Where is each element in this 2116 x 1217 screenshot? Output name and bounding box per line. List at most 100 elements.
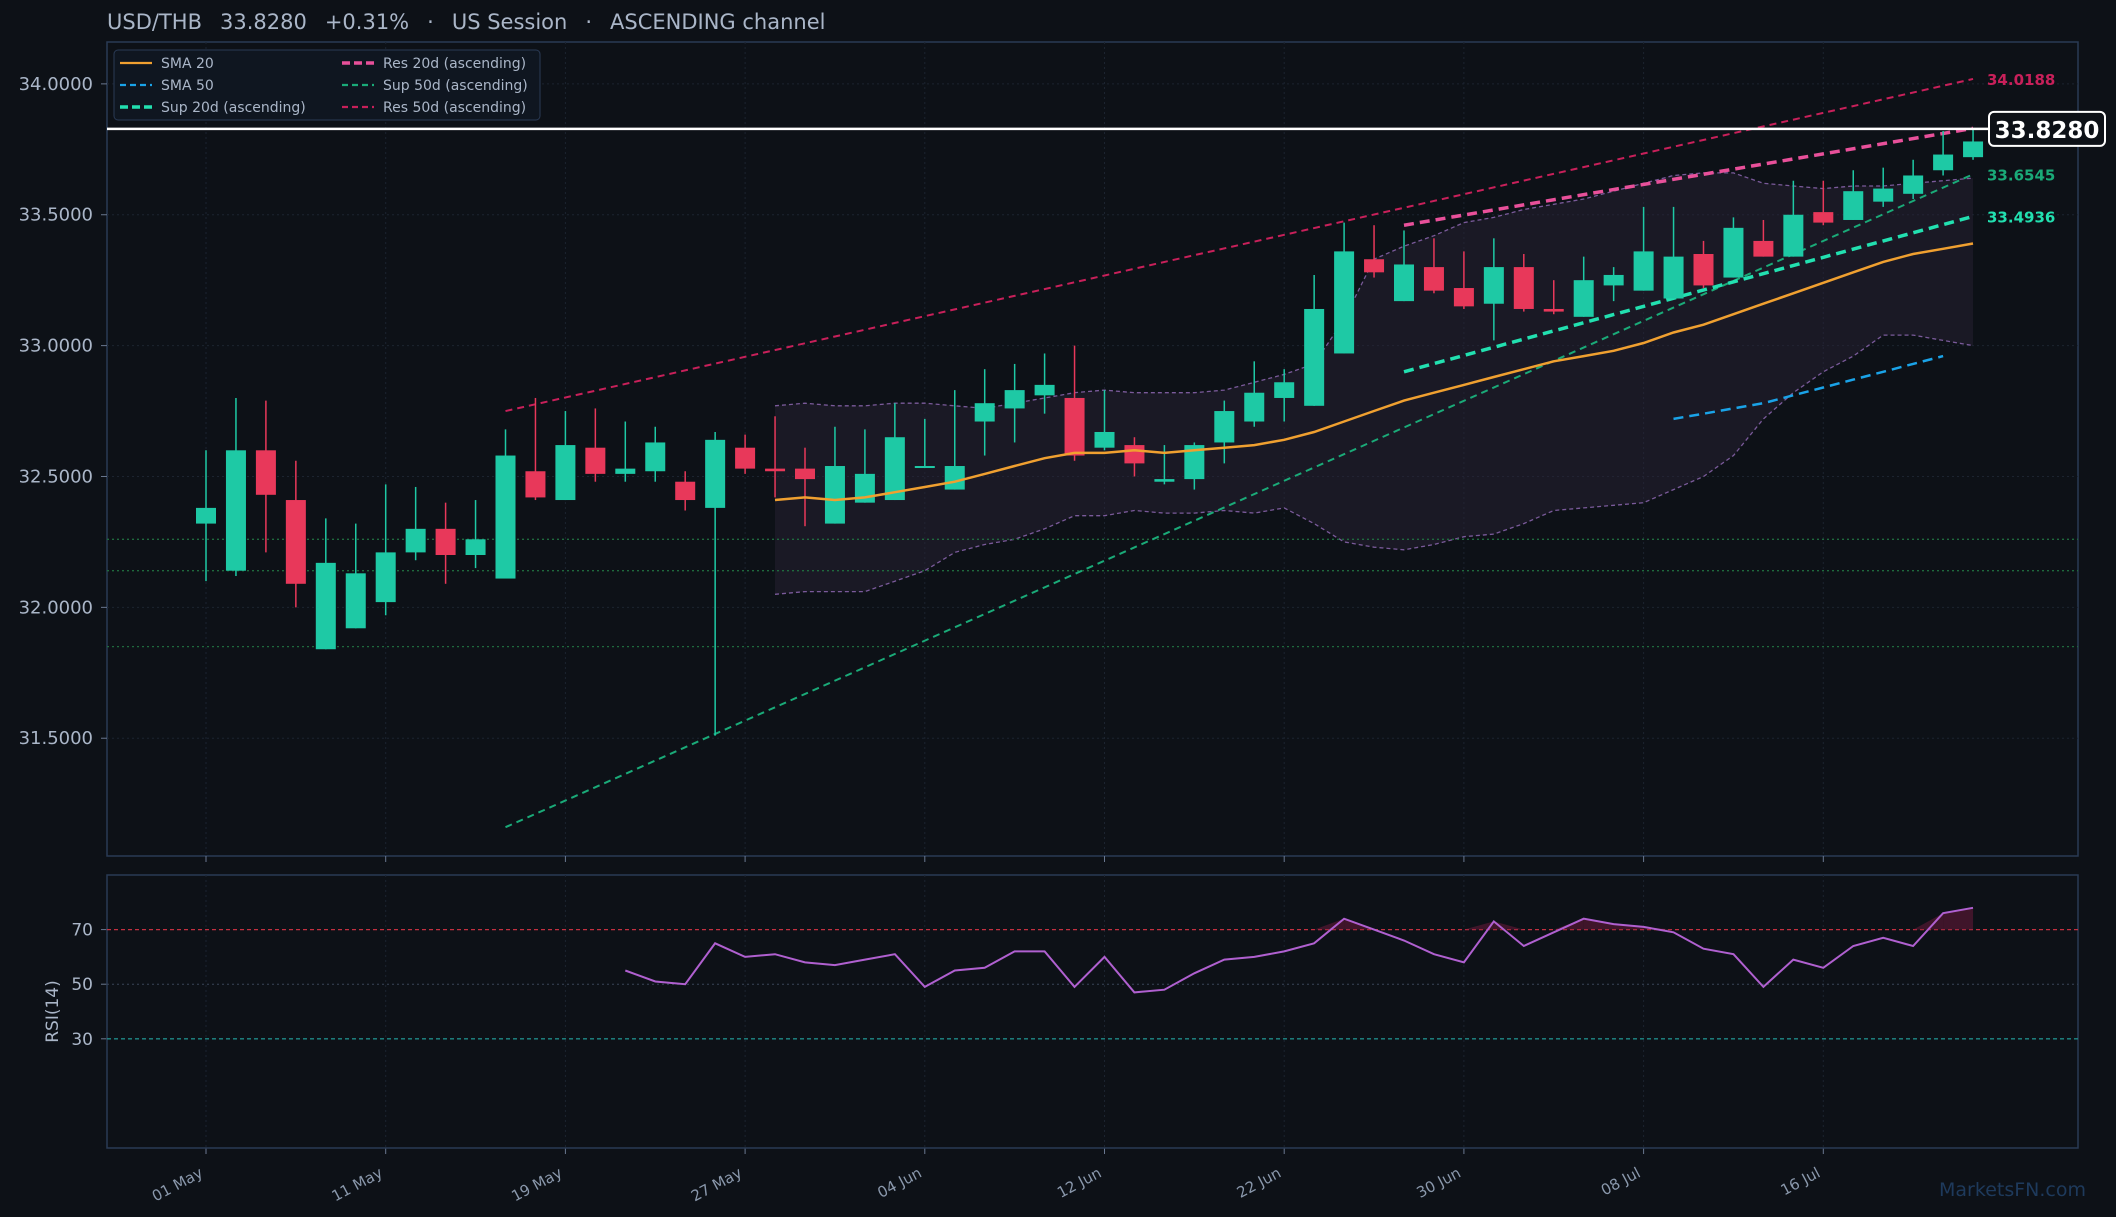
legend-label: Res 50d (ascending)	[383, 100, 526, 116]
legend-label: Sup 50d (ascending)	[383, 78, 528, 94]
candle-body	[944, 466, 965, 490]
candle-body	[795, 468, 815, 480]
legend-box	[113, 49, 541, 121]
candle-body	[735, 447, 756, 469]
res-20d-line	[1403, 126, 1974, 227]
candle-body	[1124, 445, 1145, 464]
price-tick-label: 33.0000	[19, 336, 93, 357]
rsi-overbought-fill	[1913, 913, 1944, 930]
candle-body	[1274, 382, 1295, 398]
price-tick-label: 32.0000	[19, 597, 93, 618]
candle-body	[675, 481, 696, 501]
sma50-line	[1673, 354, 1944, 421]
watermark: MarketsFN.com	[1939, 1179, 2086, 1201]
candle-body	[1933, 154, 1954, 171]
rsi-tick-label: 30	[71, 1030, 93, 1050]
candle-body	[196, 507, 216, 524]
rsi-overbought-fill	[1463, 921, 1494, 930]
rsi-line	[624, 906, 1974, 994]
candle-body	[1963, 141, 1984, 158]
price-tick-label: 31.5000	[19, 728, 93, 749]
candle-body	[1603, 274, 1624, 286]
time-tick-label: 27 May	[688, 1164, 745, 1206]
candle-body	[1573, 280, 1594, 317]
candle-body	[615, 468, 636, 474]
rsi-axis-label: RSI(14)	[43, 980, 63, 1043]
candle-body	[705, 439, 726, 508]
candle-body	[1813, 212, 1834, 223]
session-label: US Session	[451, 10, 568, 34]
time-tick-label: 01 May	[149, 1164, 206, 1206]
candle-body	[1753, 240, 1774, 257]
candle-body	[225, 450, 246, 571]
candle-body	[1154, 479, 1175, 482]
candle-body	[1513, 267, 1534, 309]
candle-body	[255, 450, 276, 495]
last-price-badge-text: 33.8280	[1995, 118, 2100, 144]
candle-body	[974, 403, 995, 422]
candle-body	[1064, 397, 1085, 456]
sup-20d-value-label: 33.4936	[1987, 208, 2055, 226]
time-tick-label: 12 Jun	[1054, 1164, 1104, 1202]
last-price-label: 33.8280	[219, 10, 307, 34]
rsi-overbought-fill	[1943, 907, 1974, 930]
time-tick-label: 16 Jul	[1778, 1164, 1823, 1200]
legend-label: Res 20d (ascending)	[383, 56, 526, 72]
res-50d-value-label: 34.0188	[1987, 71, 2055, 89]
candle-body	[285, 500, 306, 584]
change-label: +0.31%	[324, 10, 410, 34]
candle-body	[645, 442, 666, 472]
candle-body	[1693, 254, 1714, 286]
rsi-tick-label: 70	[71, 921, 93, 941]
separator: ·	[585, 10, 593, 34]
candle-body	[1543, 308, 1564, 312]
candle-body	[824, 466, 845, 524]
price-tick-label: 34.0000	[19, 74, 93, 95]
time-tick-label: 08 Jul	[1598, 1164, 1643, 1200]
sma20-line	[774, 242, 1974, 502]
candle-body	[405, 528, 426, 553]
legend-label: SMA 20	[161, 56, 214, 72]
pattern-label: ASCENDING channel	[610, 10, 826, 34]
candle-body	[1034, 384, 1055, 396]
candle-body	[1304, 308, 1325, 406]
price-panel	[106, 41, 2079, 857]
candle-body	[435, 528, 456, 556]
candle-body	[1094, 431, 1115, 448]
symbol-label: USD/THB	[107, 10, 202, 34]
sup-50d-value-label: 33.6545	[1987, 166, 2055, 184]
legend-label: Sup 20d (ascending)	[161, 100, 306, 116]
separator: ·	[427, 10, 434, 34]
candle-body	[1453, 288, 1474, 307]
rsi-tick-label: 50	[71, 975, 93, 995]
sup-20d-line	[1403, 214, 1974, 374]
time-tick-label: 11 May	[329, 1164, 386, 1206]
res-50d-line	[505, 77, 1974, 413]
rsi-panel	[106, 874, 2079, 1149]
band-lower-line	[774, 334, 1974, 595]
candle-body	[465, 539, 486, 556]
rsi-overbought-fill	[1314, 918, 1345, 930]
candle-body	[1214, 411, 1235, 443]
candle-body	[1364, 259, 1385, 273]
candle-body	[914, 466, 935, 469]
candle-body	[1783, 214, 1804, 257]
candle-body	[555, 445, 576, 501]
candle-body	[765, 468, 786, 472]
candle-body	[1903, 175, 1924, 194]
candle-body	[1394, 264, 1414, 302]
candle-body	[1633, 251, 1654, 291]
last-price-badge	[1988, 110, 2106, 147]
candle-body	[525, 471, 546, 498]
time-tick-label: 22 Jun	[1234, 1164, 1284, 1202]
candle-body	[1244, 392, 1265, 422]
candle-body	[375, 552, 396, 603]
candle-body	[1483, 267, 1504, 304]
price-tick-label: 33.5000	[19, 205, 93, 226]
candle-body	[1873, 188, 1894, 202]
candle-body	[1334, 251, 1355, 354]
candle-body	[1663, 256, 1684, 299]
candle-body	[1843, 191, 1864, 220]
